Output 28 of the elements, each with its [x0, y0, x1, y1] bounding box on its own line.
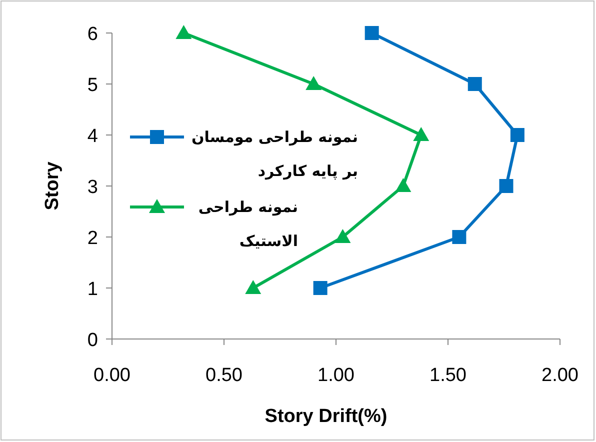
point	[313, 281, 328, 295]
point	[413, 127, 430, 141]
x-tick-label: 1.00	[318, 365, 354, 386]
legend-label: نمونه طراحی الاستیک	[197, 197, 298, 252]
x-tick-label: 2.00	[542, 365, 578, 386]
y-tick-label: 6	[87, 24, 98, 45]
legend-label: نمونه طراحی مومسان بر پایه کارکرد	[190, 127, 358, 182]
x-tick-label: 1.50	[430, 365, 466, 386]
point	[510, 128, 524, 142]
point	[364, 26, 379, 40]
point	[245, 280, 262, 294]
y-tick-label: 0	[87, 330, 98, 351]
point	[306, 76, 322, 90]
point	[468, 77, 482, 91]
y-tick-label: 2	[87, 228, 98, 249]
point	[334, 229, 351, 243]
point	[452, 230, 466, 244]
x-tick-label: 0.00	[94, 365, 130, 386]
point	[395, 178, 412, 192]
x-tick-label: 0.50	[206, 365, 242, 386]
x-axis-title: Story Drift(%)	[264, 406, 388, 427]
y-tick-label: 1	[87, 279, 98, 300]
point	[176, 25, 192, 39]
y-axis-title: Story	[42, 161, 63, 210]
y-tick-label: 5	[87, 75, 98, 96]
y-tick-label: 3	[87, 177, 98, 198]
point	[499, 179, 514, 193]
y-tick-label: 4	[87, 126, 98, 147]
